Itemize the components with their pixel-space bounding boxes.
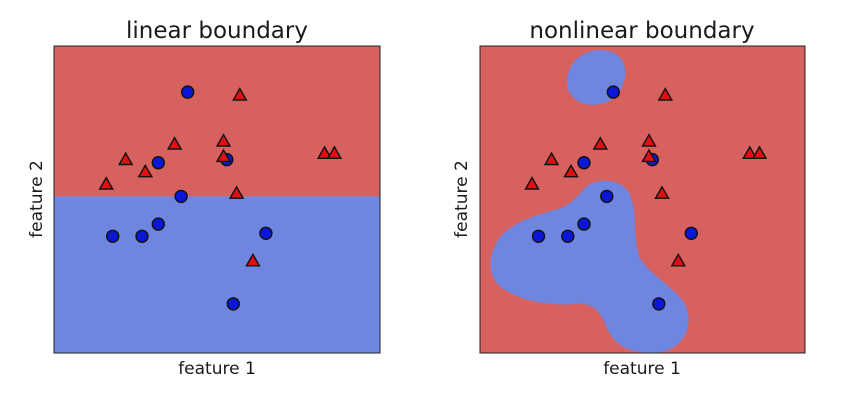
triangle-point <box>316 145 333 160</box>
triangle-point <box>137 163 154 178</box>
x-axis-label: feature 1 <box>603 359 681 379</box>
data-points <box>524 85 768 311</box>
circle-point <box>600 189 614 204</box>
plot-frame <box>53 45 381 354</box>
triangle-point <box>563 163 579 178</box>
triangle-point <box>117 151 134 166</box>
class-1-region <box>54 46 380 197</box>
x-axis-label: feature 1 <box>178 359 256 379</box>
triangle-point <box>641 148 657 163</box>
triangle-point <box>166 136 183 150</box>
circle-point <box>105 229 120 244</box>
nonlinear-boundary-panel: nonlinear boundary feature 1 feature 2 <box>452 18 806 379</box>
triangle-point <box>654 185 670 199</box>
triangle-point <box>98 176 114 190</box>
circle-point <box>135 229 149 244</box>
triangle-point <box>215 133 232 147</box>
circle-point <box>226 297 241 311</box>
triangle-point <box>670 252 687 267</box>
triangle-point <box>657 87 674 101</box>
triangle-point <box>215 148 232 163</box>
triangle-point <box>326 145 343 160</box>
triangle-point <box>543 151 560 166</box>
circle-point <box>577 155 591 170</box>
plot-frame <box>479 45 806 354</box>
linear-boundary-panel: linear boundary feature 1 feature 2 <box>27 18 381 379</box>
class-0-region <box>54 196 380 353</box>
triangle-point <box>592 136 609 150</box>
triangle-point <box>641 133 657 147</box>
circle-point <box>151 217 166 231</box>
triangle-point <box>245 252 261 267</box>
triangle-point <box>524 176 540 190</box>
circle-point <box>174 189 188 204</box>
circle-point <box>561 229 575 244</box>
y-axis-label: feature 2 <box>452 160 472 238</box>
y-axis-label: feature 2 <box>27 160 47 238</box>
circle-point <box>652 297 666 311</box>
circle-point <box>180 85 195 99</box>
class-0-region-bottom <box>490 180 689 353</box>
data-points <box>98 85 343 311</box>
triangle-point <box>751 145 768 160</box>
circle-point <box>684 226 698 241</box>
circle-point <box>151 155 166 170</box>
circle-point <box>531 229 546 244</box>
circle-point <box>577 217 591 231</box>
chart-title: nonlinear boundary <box>529 18 754 44</box>
chart-title: linear boundary <box>126 18 308 44</box>
circle-point <box>259 226 273 241</box>
triangle-point <box>232 87 248 101</box>
triangle-point <box>742 145 758 160</box>
circle-point <box>606 85 620 99</box>
triangle-point <box>228 185 245 199</box>
